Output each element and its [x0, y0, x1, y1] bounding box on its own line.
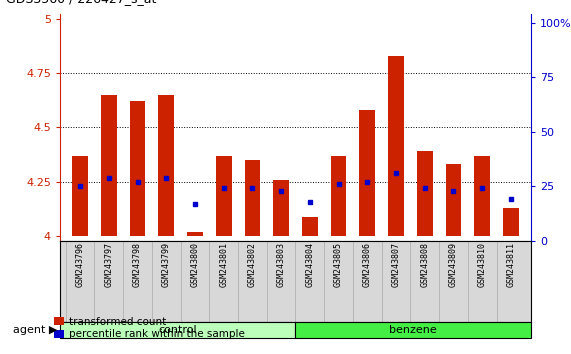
- Text: GSM243798: GSM243798: [133, 242, 142, 287]
- Bar: [475, 156, 490, 236]
- Bar: [72, 156, 88, 236]
- Text: agent ▶: agent ▶: [13, 325, 57, 335]
- Bar: [417, 152, 433, 236]
- Bar: [503, 208, 519, 236]
- Text: GSM243808: GSM243808: [420, 242, 429, 287]
- Text: benzene: benzene: [389, 325, 437, 335]
- Text: GDS3560 / 226427_s_at: GDS3560 / 226427_s_at: [6, 0, 156, 5]
- Bar: [244, 160, 260, 236]
- Text: GSM243799: GSM243799: [162, 242, 171, 287]
- Bar: [101, 95, 116, 236]
- Text: GSM243801: GSM243801: [219, 242, 228, 287]
- Text: GSM243806: GSM243806: [363, 242, 372, 287]
- Text: GSM243807: GSM243807: [392, 242, 400, 287]
- Text: GSM243811: GSM243811: [506, 242, 516, 287]
- Bar: [445, 165, 461, 236]
- Text: GSM243805: GSM243805: [334, 242, 343, 287]
- Text: GSM243802: GSM243802: [248, 242, 257, 287]
- Bar: [187, 232, 203, 236]
- Text: GSM243810: GSM243810: [478, 242, 486, 287]
- Text: GSM243804: GSM243804: [305, 242, 315, 287]
- Text: GSM243809: GSM243809: [449, 242, 458, 287]
- Bar: [302, 217, 317, 236]
- Bar: [296, 322, 531, 338]
- Text: control: control: [158, 325, 197, 335]
- Bar: [158, 95, 174, 236]
- Bar: [130, 101, 146, 236]
- Bar: [388, 56, 404, 236]
- Legend: transformed count, percentile rank within the sample: transformed count, percentile rank withi…: [54, 317, 245, 339]
- Bar: [331, 156, 347, 236]
- Bar: [274, 180, 289, 236]
- Bar: [60, 322, 296, 338]
- Bar: [216, 156, 232, 236]
- Text: GSM243797: GSM243797: [104, 242, 113, 287]
- Bar: [359, 110, 375, 236]
- Text: GSM243800: GSM243800: [191, 242, 199, 287]
- Text: GSM243803: GSM243803: [276, 242, 286, 287]
- Text: GSM243796: GSM243796: [75, 242, 85, 287]
